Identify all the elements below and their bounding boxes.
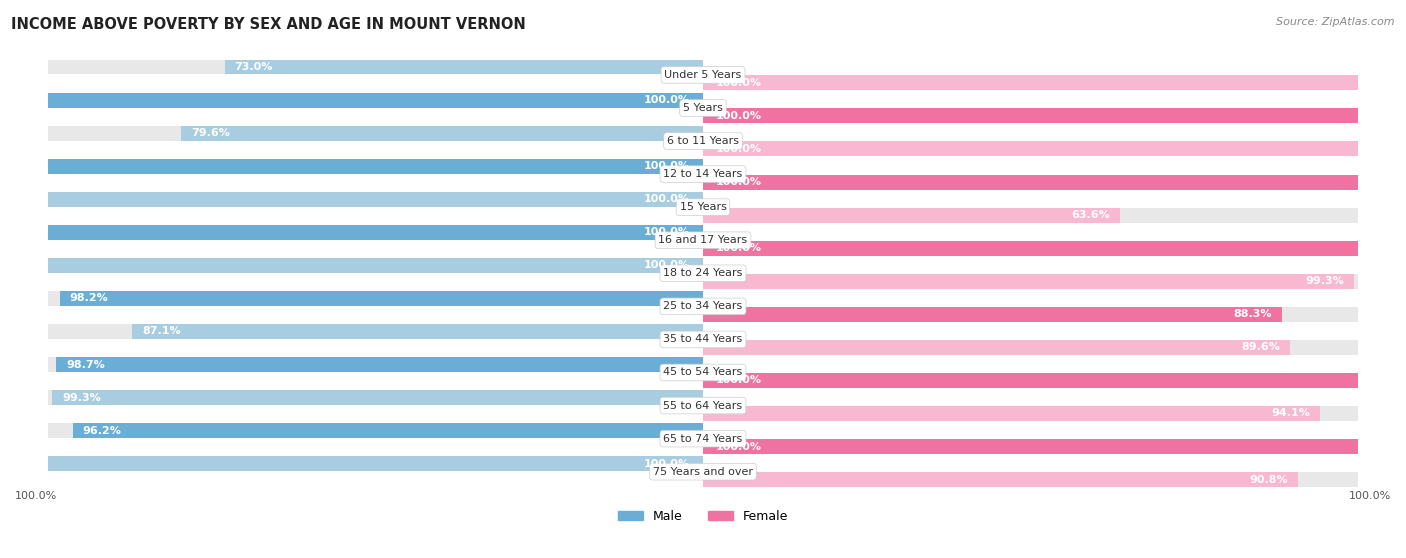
Bar	[703, 472, 1358, 487]
Text: INCOME ABOVE POVERTY BY SEX AND AGE IN MOUNT VERNON: INCOME ABOVE POVERTY BY SEX AND AGE IN M…	[11, 17, 526, 32]
Text: 88.3%: 88.3%	[1233, 309, 1272, 319]
Bar	[703, 274, 1358, 288]
Text: 100.0%: 100.0%	[644, 161, 690, 171]
Bar	[181, 126, 703, 141]
Text: 100.0%: 100.0%	[644, 261, 690, 271]
Bar	[48, 258, 703, 273]
Text: 100.0%: 100.0%	[716, 144, 762, 154]
Bar	[56, 357, 703, 372]
Bar	[703, 175, 1358, 190]
Text: 12 to 14 Years: 12 to 14 Years	[664, 169, 742, 179]
Text: 98.2%: 98.2%	[69, 294, 108, 304]
Bar	[703, 142, 1358, 156]
Text: 96.2%: 96.2%	[83, 426, 121, 436]
Bar	[703, 240, 1358, 256]
Bar	[703, 439, 1358, 454]
Bar	[52, 390, 703, 405]
Text: 73.0%: 73.0%	[235, 62, 273, 72]
Bar	[703, 406, 1358, 421]
Bar	[225, 60, 703, 74]
Bar	[48, 192, 703, 207]
Text: 55 to 64 Years: 55 to 64 Years	[664, 401, 742, 411]
Bar	[703, 340, 1291, 355]
Bar	[73, 423, 703, 438]
Text: 63.6%: 63.6%	[1071, 210, 1109, 220]
Text: 15 Years: 15 Years	[679, 202, 727, 212]
Bar	[703, 208, 1358, 223]
Bar	[703, 142, 1358, 156]
Bar	[48, 423, 703, 438]
Bar	[703, 240, 1358, 256]
Bar	[703, 373, 1358, 388]
Bar	[703, 75, 1358, 90]
Text: 100.0%: 100.0%	[15, 492, 58, 502]
Bar	[48, 390, 703, 405]
Bar	[703, 439, 1358, 454]
Text: 100.0%: 100.0%	[716, 78, 762, 88]
Text: 94.1%: 94.1%	[1271, 408, 1310, 418]
Text: 89.6%: 89.6%	[1241, 343, 1281, 352]
Bar	[48, 324, 703, 339]
Text: 35 to 44 Years: 35 to 44 Years	[664, 334, 742, 344]
Bar	[48, 192, 703, 207]
Bar	[48, 126, 703, 141]
Bar	[703, 340, 1358, 355]
Bar	[48, 456, 703, 472]
Bar	[48, 357, 703, 372]
Bar	[48, 456, 703, 472]
Text: 75 Years and over: 75 Years and over	[652, 466, 754, 477]
Bar	[703, 208, 1119, 223]
Text: 5 Years: 5 Years	[683, 103, 723, 113]
Text: Source: ZipAtlas.com: Source: ZipAtlas.com	[1277, 17, 1395, 27]
Text: 6 to 11 Years: 6 to 11 Years	[666, 136, 740, 146]
Text: 65 to 74 Years: 65 to 74 Years	[664, 434, 742, 444]
Bar	[48, 158, 703, 174]
Text: 100.0%: 100.0%	[644, 194, 690, 204]
Bar	[703, 75, 1358, 90]
Text: 18 to 24 Years: 18 to 24 Years	[664, 268, 742, 278]
Text: 100.0%: 100.0%	[716, 441, 762, 451]
Bar	[48, 225, 703, 240]
Text: 87.1%: 87.1%	[142, 326, 181, 336]
Text: 99.3%: 99.3%	[1305, 276, 1344, 286]
Bar	[48, 93, 703, 108]
Bar	[703, 472, 1298, 487]
Bar	[132, 324, 703, 339]
Bar	[59, 291, 703, 306]
Bar	[703, 307, 1282, 322]
Legend: Male, Female: Male, Female	[613, 505, 793, 528]
Bar	[703, 108, 1358, 123]
Bar	[703, 406, 1320, 421]
Bar	[48, 291, 703, 306]
Text: 100.0%: 100.0%	[644, 459, 690, 469]
Bar	[703, 307, 1358, 322]
Text: 98.7%: 98.7%	[66, 359, 105, 369]
Bar	[48, 158, 703, 174]
Bar	[48, 258, 703, 273]
Bar	[703, 274, 1354, 288]
Text: 99.3%: 99.3%	[62, 393, 101, 403]
Text: 100.0%: 100.0%	[716, 111, 762, 121]
Text: Under 5 Years: Under 5 Years	[665, 70, 741, 80]
Bar	[48, 60, 703, 74]
Bar	[703, 373, 1358, 388]
Text: 100.0%: 100.0%	[644, 95, 690, 105]
Bar	[703, 108, 1358, 123]
Bar	[703, 175, 1358, 190]
Text: 100.0%: 100.0%	[644, 227, 690, 237]
Bar	[48, 93, 703, 108]
Text: 100.0%: 100.0%	[716, 376, 762, 386]
Text: 100.0%: 100.0%	[716, 177, 762, 187]
Text: 100.0%: 100.0%	[716, 243, 762, 253]
Bar	[48, 225, 703, 240]
Text: 45 to 54 Years: 45 to 54 Years	[664, 368, 742, 378]
Text: 25 to 34 Years: 25 to 34 Years	[664, 301, 742, 311]
Text: 16 and 17 Years: 16 and 17 Years	[658, 235, 748, 246]
Text: 90.8%: 90.8%	[1250, 475, 1288, 484]
Text: 100.0%: 100.0%	[1348, 492, 1391, 502]
Text: 79.6%: 79.6%	[191, 128, 231, 138]
